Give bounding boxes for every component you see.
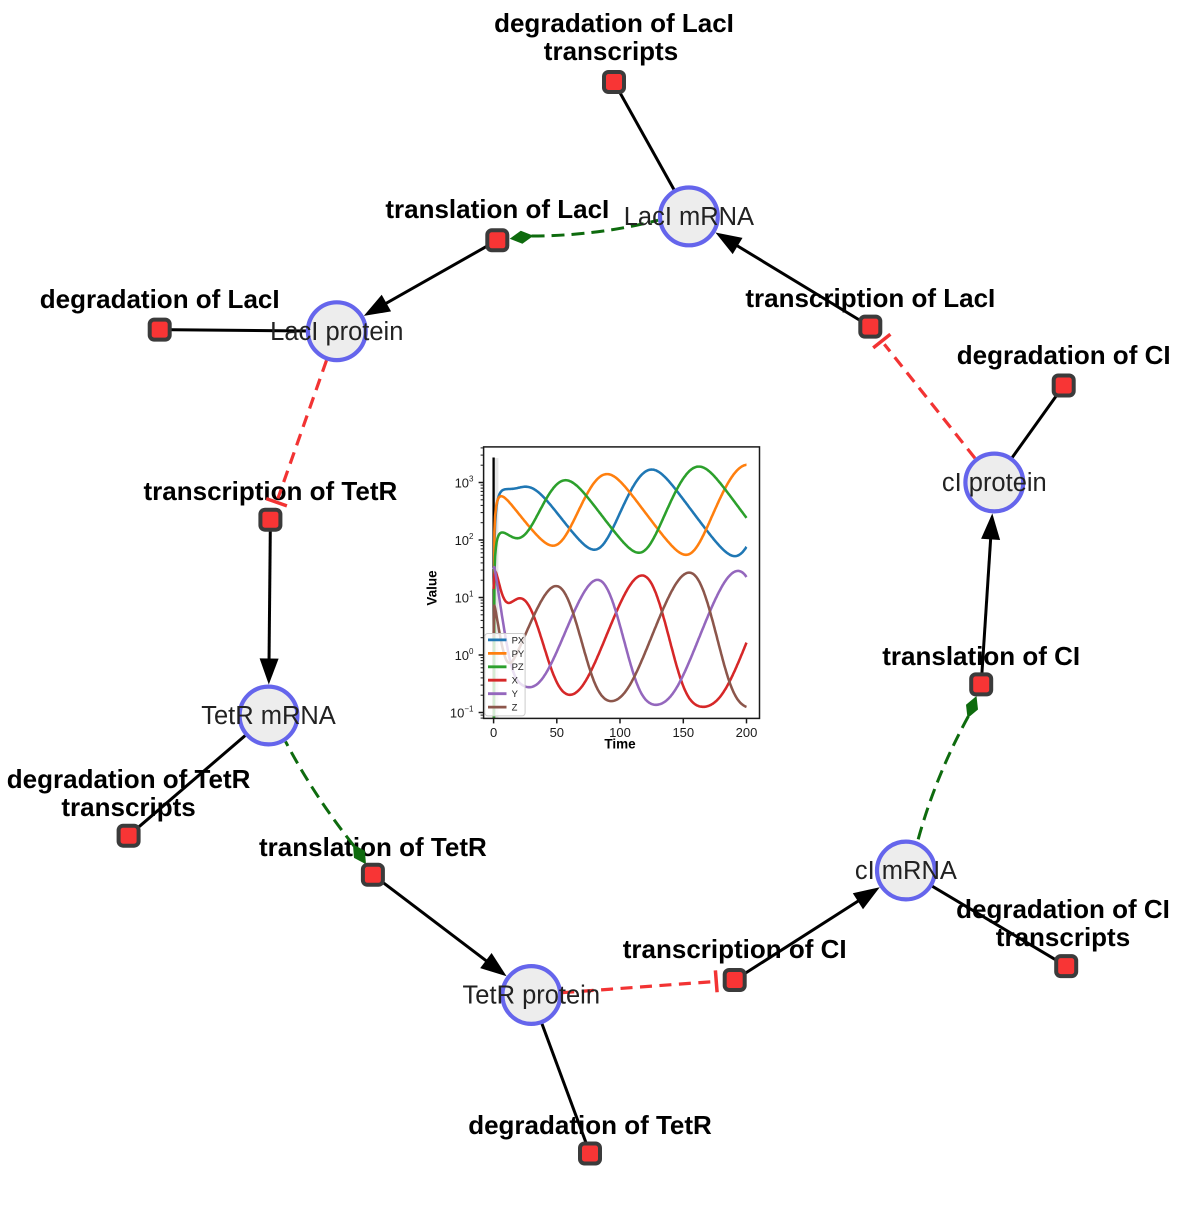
svg-text:0: 0 [490,725,497,740]
svg-text:150: 150 [672,725,694,740]
svg-text:Time: Time [604,736,636,751]
svg-text:degradation of LacI: degradation of LacI [40,284,280,314]
svg-text:PZ: PZ [512,662,524,673]
svg-text:degradation of TetR: degradation of TetR [468,1110,712,1140]
svg-text:100: 100 [609,725,631,740]
svg-text:degradation of CI: degradation of CI [956,894,1170,924]
svg-text:Value: Value [425,570,440,606]
svg-text:PX: PX [512,635,525,646]
svg-text:LacI mRNA: LacI mRNA [624,203,754,231]
svg-text:degradation of LacI: degradation of LacI [494,8,734,38]
svg-text:50: 50 [550,725,564,740]
svg-text:TetR mRNA: TetR mRNA [201,702,336,730]
svg-text:TetR protein: TetR protein [463,982,601,1010]
svg-text:X: X [512,676,519,687]
svg-text:Y: Y [512,689,519,700]
svg-text:translation of TetR: translation of TetR [259,832,487,862]
svg-text:cI protein: cI protein [942,469,1047,497]
svg-text:degradation of TetR: degradation of TetR [7,764,251,794]
svg-text:transcription of CI: transcription of CI [623,934,847,964]
svg-text:LacI protein: LacI protein [270,318,403,346]
svg-text:cI mRNA: cI mRNA [855,857,957,885]
svg-text:degradation of CI: degradation of CI [957,340,1171,370]
svg-text:200: 200 [736,725,758,740]
svg-text:Z: Z [512,703,518,714]
svg-text:transcription of LacI: transcription of LacI [745,283,995,313]
svg-text:translation of LacI: translation of LacI [385,194,609,224]
svg-text:transcripts: transcripts [544,36,678,66]
svg-text:PY: PY [512,649,525,660]
